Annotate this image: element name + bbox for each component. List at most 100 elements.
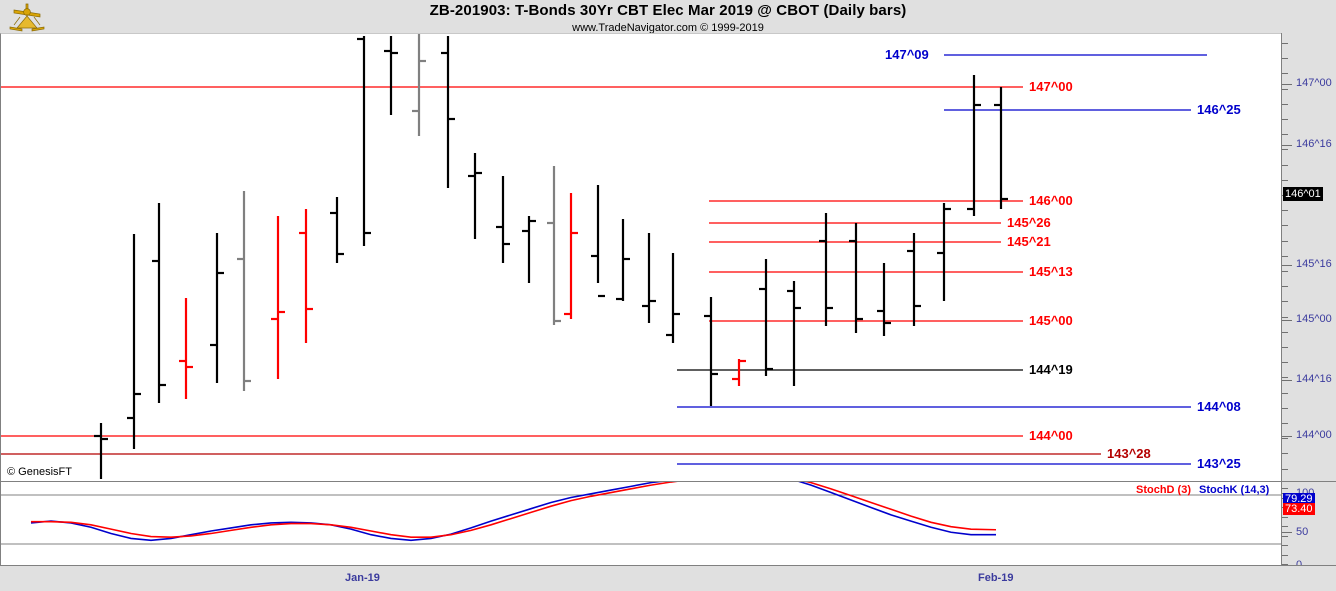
level-label-145^21: 145^21 xyxy=(1007,234,1051,249)
ohlc-bar xyxy=(299,209,313,343)
chart-header: ZB-201903: T-Bonds 30Yr CBT Elec Mar 201… xyxy=(0,0,1336,34)
price-axis-label: 145^00 xyxy=(1296,313,1332,325)
ohlc-bar xyxy=(179,298,193,399)
level-label-144^19: 144^19 xyxy=(1029,362,1073,377)
ohlc-bar xyxy=(468,153,482,239)
price-bars-svg xyxy=(1,34,1207,479)
price-axis-tick xyxy=(1282,271,1288,272)
price-axis-tick xyxy=(1282,210,1288,211)
price-axis-tick xyxy=(1282,453,1288,454)
ohlc-bar xyxy=(237,191,251,391)
price-axis-label: 145^16 xyxy=(1296,258,1332,270)
price-axis-tick xyxy=(1282,286,1288,287)
ohlc-bar xyxy=(819,213,833,326)
ohlc-bar xyxy=(642,233,656,323)
level-label-147^09: 147^09 xyxy=(885,47,929,62)
ohlc-bar xyxy=(152,203,166,403)
price-axis-tick xyxy=(1282,408,1288,409)
chart-subtitle: www.TradeNavigator.com © 1999-2019 xyxy=(572,22,764,34)
stochastic-curves-svg xyxy=(1,482,1281,545)
price-axis-major-tick xyxy=(1282,436,1292,437)
price-axis-tick xyxy=(1282,347,1288,348)
indicator-axis-tick xyxy=(1282,536,1288,537)
price-axis-tick xyxy=(1282,393,1288,394)
price-axis-tick xyxy=(1282,423,1288,424)
ohlc-bar xyxy=(547,166,561,325)
ohlc-bar xyxy=(330,197,344,263)
price-axis-tick xyxy=(1282,43,1288,44)
ohlc-bar xyxy=(616,219,630,301)
level-label-144^00: 144^00 xyxy=(1029,428,1073,443)
price-axis-tick xyxy=(1282,377,1288,378)
price-axis[interactable]: 147^00 146^16 145^16 145^00 144^16 144^00 146^… xyxy=(1281,33,1336,481)
price-axis-tick xyxy=(1282,58,1288,59)
price-axis-major-tick xyxy=(1282,84,1292,85)
indicator-axis-tick xyxy=(1282,526,1288,527)
level-label-145^00: 145^00 xyxy=(1029,313,1073,328)
ohlc-bar xyxy=(384,36,398,115)
price-axis-tick xyxy=(1282,362,1288,363)
ohlc-bar xyxy=(937,203,951,301)
level-label-145^13: 145^13 xyxy=(1029,264,1073,279)
indicator-axis-tick xyxy=(1282,488,1288,489)
price-axis-major-tick xyxy=(1282,145,1292,146)
price-axis-tick xyxy=(1282,180,1288,181)
level-label-143^28: 143^28 xyxy=(1107,446,1151,461)
ohlc-bar xyxy=(210,233,224,383)
indicator-value-box-stochd: 73.40 xyxy=(1283,503,1315,515)
price-axis-tick xyxy=(1282,241,1288,242)
level-label-146^25: 146^25 xyxy=(1197,102,1241,117)
date-axis-label: Feb-19 xyxy=(978,572,1014,584)
price-axis-tick xyxy=(1282,225,1288,226)
indicator-legend-stochd: StochD (3) xyxy=(1136,484,1191,496)
price-axis-major-tick xyxy=(1282,380,1292,381)
price-axis-label: 144^00 xyxy=(1296,429,1332,441)
price-axis-tick xyxy=(1282,89,1288,90)
price-axis-tick xyxy=(1282,256,1288,257)
ohlc-bar xyxy=(877,263,891,336)
price-axis-label: 147^00 xyxy=(1296,77,1332,89)
price-chart-pane[interactable]: © GenesisFT 147^09 147^00 146^25 146^00 145^… xyxy=(0,33,1281,481)
indicator-axis-tick xyxy=(1282,545,1288,546)
price-axis-major-tick xyxy=(1282,320,1292,321)
stochastic-indicator-pane[interactable]: StochD (3) StochK (14,3) xyxy=(0,481,1281,565)
price-axis-label: 146^16 xyxy=(1296,138,1332,150)
price-axis-tick xyxy=(1282,301,1288,302)
indicator-value-box-stochk: 79.29 xyxy=(1283,493,1315,505)
date-axis-label: Jan-19 xyxy=(345,572,380,584)
stochd-line xyxy=(31,482,997,539)
ohlc-bar xyxy=(849,223,863,333)
ohlc-bar xyxy=(787,281,801,386)
price-axis-label: 144^16 xyxy=(1296,373,1332,385)
price-axis-tick xyxy=(1282,73,1288,74)
indicator-axis-label: 50 xyxy=(1296,526,1309,538)
stochk-line xyxy=(30,482,996,542)
price-axis-tick xyxy=(1282,119,1288,120)
ohlc-bar xyxy=(441,36,455,188)
ohlc-bar xyxy=(357,36,371,246)
ohlc-bar xyxy=(412,34,426,136)
surveyor-transit-logo-icon xyxy=(9,3,45,32)
level-label-147^00: 147^00 xyxy=(1029,79,1073,94)
indicator-legend-stochk: StochK (14,3) xyxy=(1199,484,1270,496)
level-label-143^25: 143^25 xyxy=(1197,456,1241,471)
watermark-genesisft: © GenesisFT xyxy=(7,466,72,478)
page-title: ZB-201903: T-Bonds 30Yr CBT Elec Mar 201… xyxy=(429,2,907,19)
ohlc-bar xyxy=(967,75,981,216)
indicator-axis-tick xyxy=(1282,555,1288,556)
ohlc-bar xyxy=(591,185,605,298)
price-axis-tick xyxy=(1282,332,1288,333)
price-axis-tick xyxy=(1282,469,1288,470)
ohlc-bar xyxy=(127,234,141,449)
level-label-144^08: 144^08 xyxy=(1197,399,1241,414)
ohlc-bar xyxy=(522,216,536,283)
date-axis[interactable]: Jan-19 Feb-19 xyxy=(0,565,1336,591)
price-axis-tick xyxy=(1282,438,1288,439)
current-price-highlight: 146^01 xyxy=(1283,187,1323,201)
ohlc-bar xyxy=(907,233,921,326)
indicator-axis-major-tick xyxy=(1282,532,1292,533)
ohlc-bar xyxy=(732,359,746,386)
ohlc-bar xyxy=(94,423,108,479)
ohlc-bar xyxy=(759,259,773,376)
